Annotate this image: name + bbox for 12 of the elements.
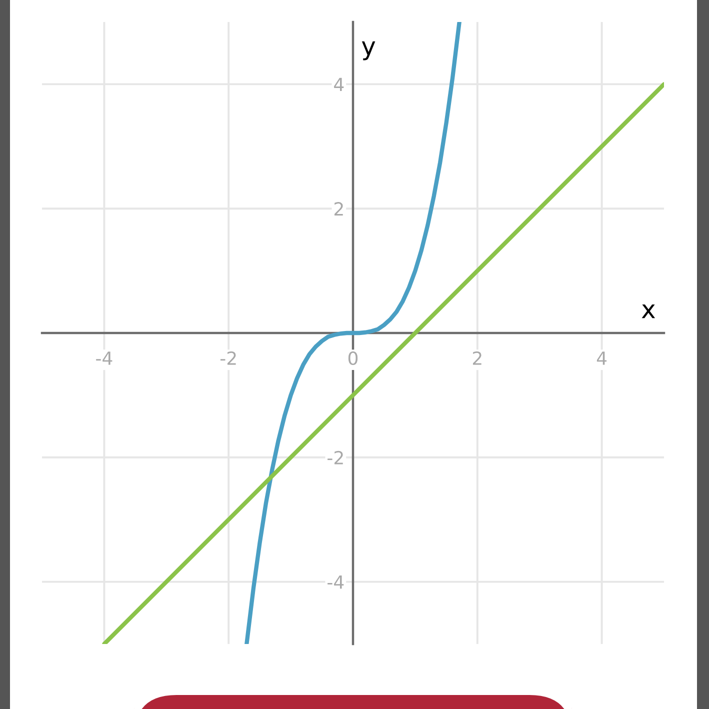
y-tick-label: -4	[328, 575, 344, 589]
x-axis-title: x	[642, 304, 656, 318]
y-tick-label: 4	[334, 78, 344, 92]
line-series	[244, 22, 462, 644]
x-tick-label: 4	[596, 352, 607, 365]
y-tick-label: -2	[328, 450, 343, 464]
y-tick-label: 2	[334, 202, 343, 216]
x-tick-label: -2	[220, 351, 236, 365]
x-tick-label: -4	[96, 352, 112, 365]
x-tick-label: 0	[348, 351, 358, 366]
x-tick-label: 2	[472, 351, 482, 365]
y-axis-title: y	[362, 41, 376, 60]
